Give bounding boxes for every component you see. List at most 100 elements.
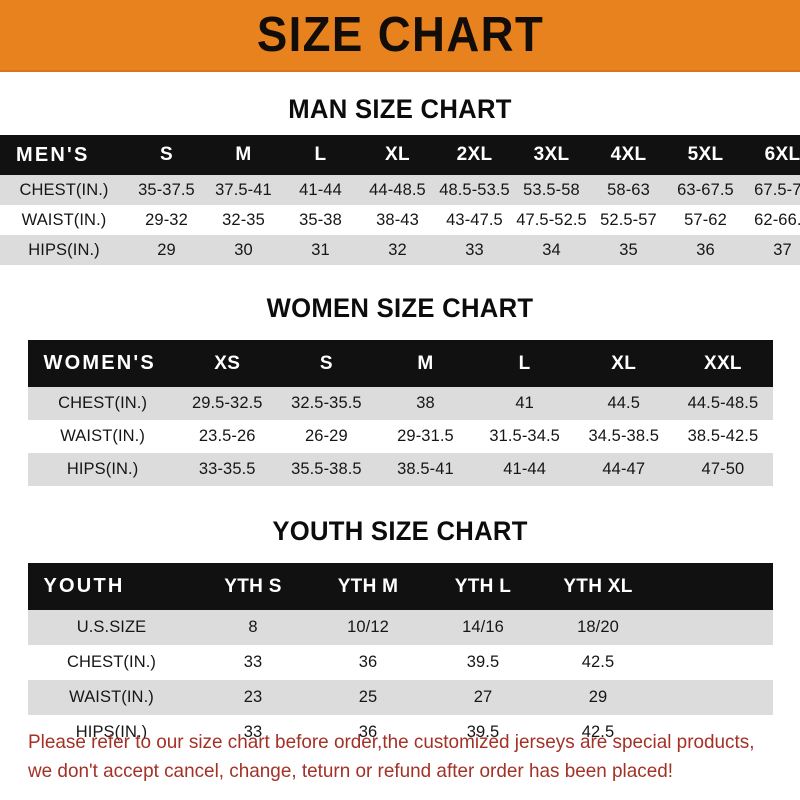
men-section-title: MAN SIZE CHART (288, 94, 512, 124)
table-cell: 32-35 (222, 210, 265, 229)
table-cell: 29-31.5 (397, 427, 454, 445)
table-row: WAIST(IN.) 29-32 32-35 35-38 38-43 43-47… (0, 205, 800, 235)
row-label: CHEST(IN.) (67, 653, 156, 671)
table-row: HIPS(IN.) 33-35.5 35.5-38.5 38.5-41 41-4… (27, 453, 773, 486)
youth-column-header: YTH S (224, 575, 282, 597)
table-cell: 23.5-26 (198, 427, 256, 445)
table-cell: 41 (515, 394, 534, 412)
table-cell-empty (656, 645, 773, 680)
table-cell: 33 (465, 240, 484, 259)
table-cell-empty (656, 610, 773, 645)
row-label: U.S.SIZE (76, 618, 147, 636)
table-cell: 29 (157, 240, 176, 259)
table-cell: 62-66.5 (754, 210, 800, 229)
youth-header-row: YOUTH YTH S YTH M YTH L YTH XL (27, 563, 773, 610)
row-label: WAIST(IN.) (60, 427, 145, 445)
table-cell: 38-43 (376, 210, 419, 229)
table-cell: 25 (358, 688, 378, 706)
women-column-header: XL (611, 352, 637, 374)
table-cell: 41-44 (503, 460, 546, 478)
table-row: CHEST(IN.) 29.5-32.5 32.5-35.5 38 41 44.… (27, 387, 773, 420)
table-cell: 31 (311, 240, 330, 259)
row-label: WAIST(IN.) (21, 210, 107, 229)
table-cell: 57-62 (684, 210, 727, 229)
youth-column-header: YTH XL (563, 575, 633, 597)
table-cell: 35.5-38.5 (291, 460, 362, 478)
table-cell: 67.5-72 (754, 180, 800, 199)
table-cell: 43-47.5 (446, 210, 503, 229)
table-cell: 39.5 (466, 723, 500, 741)
table-cell: 32.5-35.5 (291, 394, 362, 412)
table-cell: 44-47 (602, 460, 646, 478)
table-cell: 31.5-34.5 (489, 427, 560, 445)
row-label: CHEST(IN.) (19, 180, 109, 199)
table-cell: 63-67.5 (677, 180, 734, 199)
footer-line-1: Please refer to our size chart before or… (28, 731, 755, 753)
table-cell: 39.5 (466, 653, 500, 671)
men-column-header: S (160, 144, 173, 165)
table-cell: 36 (696, 240, 715, 259)
table-cell: 44-48.5 (369, 180, 426, 199)
men-column-header: 5XL (687, 144, 724, 165)
youth-column-header-spacer (656, 563, 773, 610)
table-cell: 30 (234, 240, 253, 259)
youth-column-header: YTH M (337, 575, 399, 597)
youth-column-header: YTH L (454, 575, 512, 597)
men-column-header: 2XL (456, 144, 493, 165)
table-cell: 18/20 (577, 618, 619, 636)
men-column-header: 3XL (533, 144, 570, 165)
women-column-header: L (518, 352, 531, 374)
table-cell: 23 (243, 688, 263, 706)
table-cell: 14/16 (462, 618, 504, 636)
table-row: CHEST(IN.) 33 36 39.5 42.5 (27, 645, 773, 680)
footer-line-2: we don't accept cancel, change, teturn o… (28, 760, 674, 782)
table-row: HIPS(IN.) 29 30 31 32 33 34 35 36 37 (0, 235, 800, 265)
men-size-table: MEN'S S M L XL 2XL 3XL 4XL 5XL 6XL CHEST… (0, 135, 800, 265)
table-cell: 8 (248, 618, 258, 636)
men-column-header: XL (385, 144, 410, 165)
women-column-header: M (417, 352, 434, 374)
page-title: SIZE CHART (256, 7, 544, 62)
men-column-header: M (235, 144, 252, 165)
table-row: U.S.SIZE 8 10/12 14/16 18/20 (27, 610, 773, 645)
table-cell: 32 (388, 240, 407, 259)
table-cell: 42.5 (581, 653, 615, 671)
table-cell: 53.5-58 (523, 180, 580, 199)
table-cell: 33 (243, 723, 263, 741)
women-size-table: WOMEN'S XS S M L XL XXL CHEST(IN.) 29.5-… (27, 340, 773, 486)
table-cell: 36 (358, 723, 378, 741)
men-column-header: L (314, 144, 327, 165)
women-column-header: S (319, 352, 333, 374)
table-cell: 41-44 (299, 180, 342, 199)
men-header-row: MEN'S S M L XL 2XL 3XL 4XL 5XL 6XL (0, 135, 800, 175)
table-cell: 29 (588, 688, 608, 706)
table-cell: 34.5-38.5 (588, 427, 660, 445)
youth-size-table: YOUTH YTH S YTH M YTH L YTH XL U.S.SIZE … (27, 563, 773, 750)
table-row: HIPS(IN.) 33 36 39.5 42.5 (27, 715, 773, 750)
youth-corner-label: YOUTH (43, 575, 125, 597)
table-cell: 38.5-41 (397, 460, 454, 478)
table-cell: 58-63 (607, 180, 650, 199)
table-cell: 48.5-53.5 (439, 180, 510, 199)
table-cell: 35-38 (299, 210, 342, 229)
table-cell: 29.5-32.5 (191, 394, 263, 412)
men-corner-label: MEN'S (16, 143, 90, 166)
table-cell: 35-37.5 (138, 180, 195, 199)
table-cell: 47.5-52.5 (516, 210, 587, 229)
table-cell: 33 (243, 653, 263, 671)
table-row: WAIST(IN.) 23 25 27 29 (27, 680, 773, 715)
women-column-header: XXL (703, 352, 742, 374)
men-column-header: 4XL (610, 144, 647, 165)
table-cell: 36 (358, 653, 378, 671)
table-cell: 38 (416, 394, 435, 412)
table-cell: 27 (473, 688, 493, 706)
footer-disclaimer: Please refer to our size chart before or… (28, 728, 756, 786)
table-cell: 33-35.5 (198, 460, 256, 478)
table-row: CHEST(IN.) 35-37.5 37.5-41 41-44 44-48.5… (0, 175, 800, 205)
table-cell: 26-29 (305, 427, 348, 445)
table-cell: 44.5 (607, 394, 640, 412)
table-cell: 47-50 (701, 460, 745, 478)
table-cell: 42.5 (581, 723, 615, 741)
women-corner-label: WOMEN'S (43, 352, 156, 374)
